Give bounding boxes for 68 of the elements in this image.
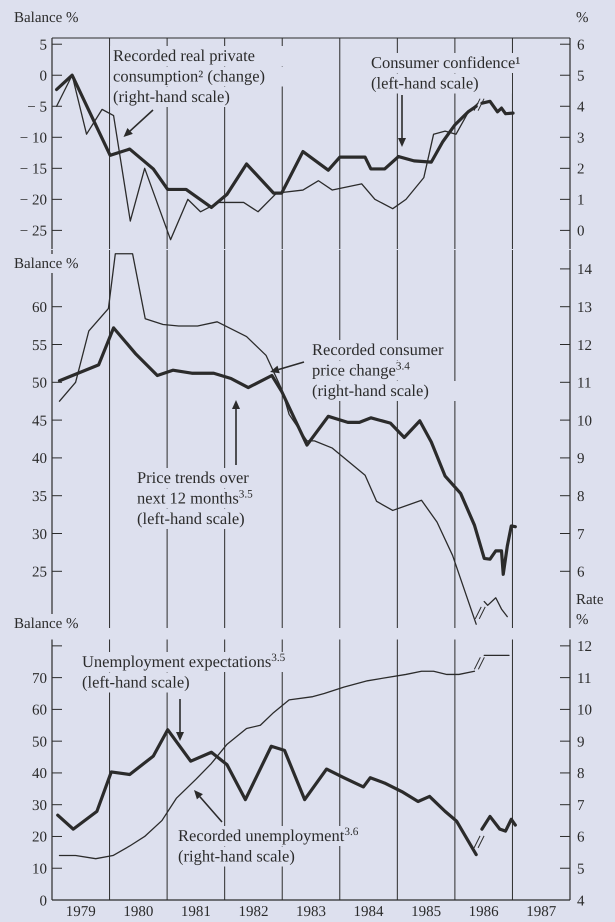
text: Unemployment expectations$^{3.5}$ (left-hand scale) — [82, 652, 286, 692]
y2-tick-label: 8 — [577, 766, 584, 782]
y2-tick-label: 5 — [577, 861, 584, 878]
y-tick-label: 25 — [32, 564, 47, 581]
y-tick-label: 10 — [32, 861, 47, 878]
y-tick-label: 30 — [32, 798, 47, 814]
annotation: Price trends over next 12 months$^{3.5}$ (left-hand scale) — [137, 468, 254, 528]
y2-axis-title: Rate % — [576, 592, 604, 628]
y-tick-label: 0 — [40, 893, 47, 910]
y-tick-label: 50 — [32, 376, 47, 392]
y2-tick-label: 9 — [577, 734, 584, 750]
y2-tick-label: 4 — [577, 100, 585, 116]
y2-tick-label: 10 — [577, 702, 592, 719]
y2-tick-label: 13 — [577, 300, 592, 316]
x-tick-label: 1987 — [526, 904, 557, 920]
y-axis-title: Balance % — [14, 10, 79, 26]
x-tick-label: 1980 — [123, 904, 154, 920]
y2-tick-label: 2 — [577, 162, 584, 178]
annotation: Recorded real private consumption² (change) (right-hand scale) — [113, 46, 266, 106]
annotation: Recorded consumer price change$^{3.4}$ (right-hand scale) — [312, 340, 444, 400]
y2-tick-label: 11 — [577, 376, 592, 392]
y-axis-title: Balance % — [14, 616, 79, 632]
y-axis-title: Balance % — [14, 256, 79, 272]
y2-tick-label: 7 — [577, 798, 585, 814]
x-tick-label: 1984 — [354, 904, 384, 920]
x-tick-label: 1982 — [238, 904, 268, 920]
y2-tick-label: 9 — [577, 451, 584, 468]
y-tick-label: 20 — [32, 830, 47, 846]
y-tick-label: − 25 — [20, 224, 47, 240]
y2-tick-label: 1 — [577, 192, 584, 209]
y2-tick-label: 12 — [577, 639, 592, 656]
y-tick-label: 35 — [32, 488, 47, 505]
y-tick-label: − 5 — [27, 100, 47, 116]
y2-tick-label: 0 — [577, 224, 584, 240]
y2-axis-title: % — [576, 10, 588, 26]
y2-tick-label: 10 — [577, 413, 592, 430]
y-tick-label: − 15 — [20, 162, 47, 178]
y-tick-label: 60 — [32, 702, 47, 719]
y2-tick-label: 6 — [577, 564, 585, 581]
y-tick-label: 70 — [32, 670, 47, 687]
y-tick-label: 60 — [32, 300, 47, 316]
y2-tick-label: 6 — [577, 37, 585, 54]
x-tick-label: 1986 — [468, 904, 500, 920]
y-tick-label: 5 — [40, 37, 47, 54]
y2-tick-label: 12 — [577, 338, 592, 354]
y2-tick-label: 3 — [577, 130, 584, 147]
y-tick-label: 40 — [32, 766, 47, 782]
x-tick-label: 1983 — [296, 904, 326, 920]
y2-tick-label: 7 — [577, 526, 585, 543]
y2-tick-label: 5 — [577, 68, 584, 84]
y-tick-label: 40 — [32, 451, 47, 468]
y2-tick-label: 14 — [577, 262, 592, 278]
y2-tick-label: 4 — [577, 893, 585, 910]
y2-tick-label: 11 — [577, 670, 592, 687]
y-tick-label: 0 — [40, 68, 47, 84]
y2-tick-label: 8 — [577, 488, 584, 505]
y2-tick-label: 6 — [577, 830, 585, 846]
x-tick-label: 1979 — [66, 904, 96, 920]
y-tick-label: − 20 — [20, 192, 47, 209]
y-tick-label: − 10 — [20, 130, 47, 147]
y-tick-label: 50 — [32, 734, 47, 750]
annotation: Consumer confidence¹ (left-hand scale) — [371, 53, 520, 92]
x-tick-label: 1985 — [411, 904, 442, 920]
text: Recorded unemployment$^{3.6}$ (right-hand scale) — [178, 826, 358, 866]
y-tick-label: 45 — [32, 413, 47, 430]
y-tick-label: 55 — [32, 338, 47, 354]
x-tick-label: 1981 — [180, 904, 211, 920]
y-tick-label: 30 — [32, 526, 47, 543]
